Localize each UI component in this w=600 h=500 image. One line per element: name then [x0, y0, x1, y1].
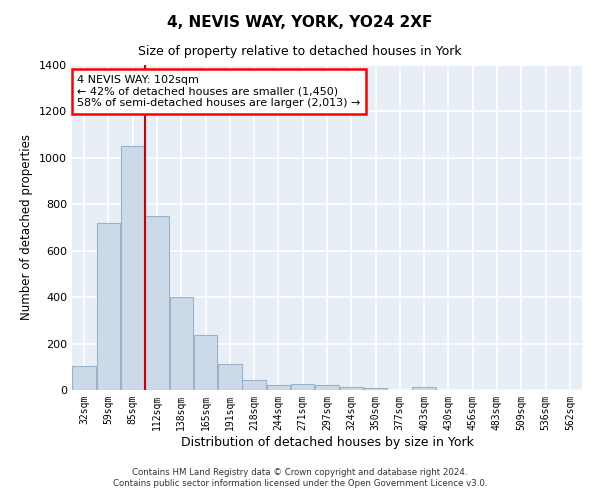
X-axis label: Distribution of detached houses by size in York: Distribution of detached houses by size …	[181, 436, 473, 448]
Bar	[73, 366, 96, 390]
Bar	[412, 386, 436, 390]
Text: 4 NEVIS WAY: 102sqm
← 42% of detached houses are smaller (1,450)
58% of semi-det: 4 NEVIS WAY: 102sqm ← 42% of detached ho…	[77, 74, 361, 108]
Y-axis label: Number of detached properties: Number of detached properties	[20, 134, 34, 320]
Bar	[315, 386, 339, 390]
Bar	[121, 146, 145, 390]
Bar	[364, 388, 388, 390]
Bar	[145, 216, 169, 390]
Text: Contains HM Land Registry data © Crown copyright and database right 2024.
Contai: Contains HM Land Registry data © Crown c…	[113, 468, 487, 487]
Bar	[97, 223, 120, 390]
Bar	[218, 364, 242, 390]
Bar	[340, 386, 363, 390]
Text: 4, NEVIS WAY, YORK, YO24 2XF: 4, NEVIS WAY, YORK, YO24 2XF	[167, 15, 433, 30]
Text: Size of property relative to detached houses in York: Size of property relative to detached ho…	[138, 45, 462, 58]
Bar	[242, 380, 266, 390]
Bar	[194, 336, 217, 390]
Bar	[266, 386, 290, 390]
Bar	[170, 297, 193, 390]
Bar	[291, 384, 314, 390]
